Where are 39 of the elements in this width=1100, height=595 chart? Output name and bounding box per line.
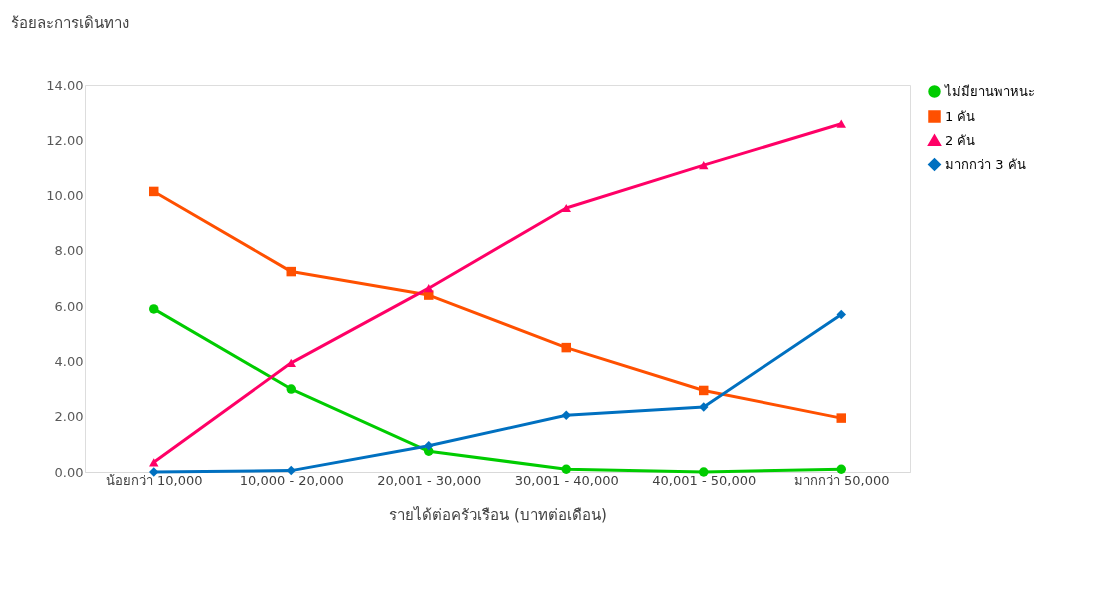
x-tick-label: มากกว่า 50,000 (793, 472, 890, 488)
y-tick-label: 8.00 (54, 243, 84, 259)
y-tick-label: 14.00 (46, 77, 84, 93)
legend-label: 1 คัน (945, 108, 976, 124)
y-tick-label: 12.00 (46, 132, 84, 148)
point (699, 385, 709, 396)
point (699, 402, 709, 412)
point (424, 284, 434, 293)
x-tick-label: 20,001 - 30,000 (377, 472, 482, 488)
point (699, 161, 709, 170)
point (286, 465, 296, 476)
point (149, 304, 159, 314)
y-tick-label: 10.00 (46, 188, 84, 204)
y-tick-label: 6.00 (54, 298, 84, 314)
y-axis-title: ร้อยละการเดินทาง (10, 13, 129, 32)
x-tick-label: 30,001 - 40,000 (514, 472, 619, 488)
point (561, 410, 571, 421)
legend-label: ไม่มียานพาหนะ (944, 83, 1035, 99)
legend-label: 2 คัน (945, 132, 976, 148)
point (286, 384, 296, 394)
point (561, 203, 571, 213)
point (836, 119, 846, 128)
point (836, 413, 846, 423)
point (561, 464, 571, 474)
point (836, 309, 846, 320)
x-axis-title: รายได้ต่อครัวเรือน (บาทต่อเดือน) (389, 505, 607, 524)
point (149, 186, 159, 197)
x-tick-label: 40,001 - 50,000 (652, 472, 757, 488)
y-tick-label: 0.00 (54, 464, 84, 480)
x-tick-label: 10,000 - 20,000 (239, 472, 344, 488)
y-tick-label: 4.00 (54, 353, 84, 369)
point (561, 342, 571, 353)
legend-label: มากกว่า 3 คัน (945, 156, 1026, 172)
y-tick-label: 2.00 (54, 409, 84, 425)
point (699, 467, 709, 477)
point (424, 441, 434, 451)
point (836, 464, 846, 474)
point (286, 266, 296, 277)
x-tick-label: น้อยกว่า 10,000 (105, 472, 203, 488)
